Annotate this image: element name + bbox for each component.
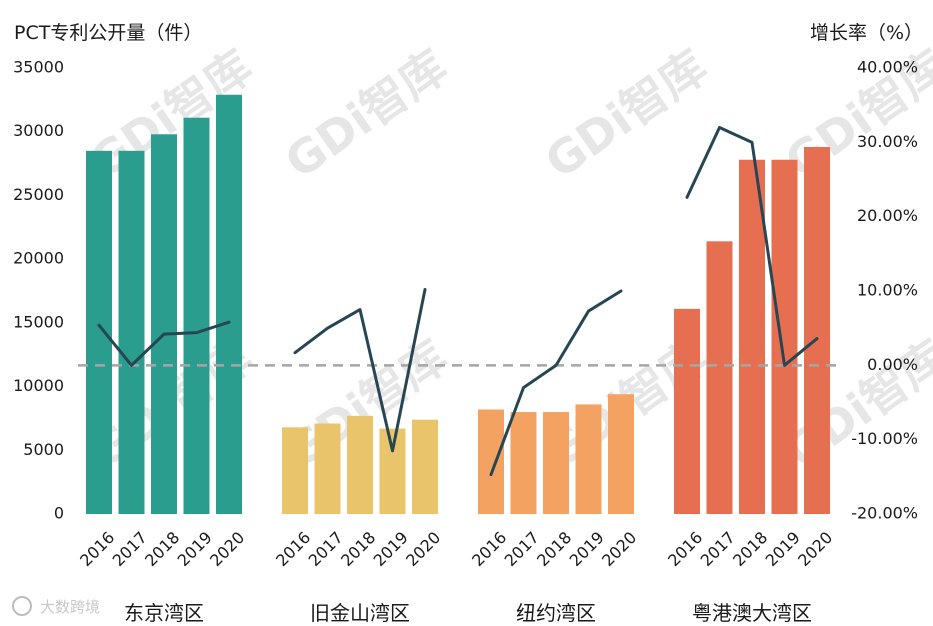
bar [183,117,210,514]
x-tick-label: 2018 [533,528,575,570]
left-axis-title: PCT专利公开量（件） [14,22,203,44]
bar [118,150,145,515]
source-badge: 大数跨境 [12,596,100,616]
left-axis-tick-label: 20000 [13,249,64,268]
left-axis-tick-label: 25000 [13,185,64,204]
left-axis: 0 5000 10000 15000 20000 25000 30000 35000 [13,58,64,523]
right-axis-tick-label: 40.00% [857,58,918,77]
bar [804,147,830,514]
x-tick-label: 2018 [729,528,771,570]
bar [347,415,373,514]
x-tick-label: 2018 [141,528,183,570]
right-axis-tick-label: -10.00% [851,429,918,448]
group-label: 旧金山湾区 [310,601,410,625]
bar [478,409,504,514]
bar [739,159,765,514]
bars-layer [86,94,830,515]
left-axis-tick-label: 35000 [13,58,64,77]
bar [151,134,177,514]
growth-line [293,288,427,453]
x-tick-label: 2016 [664,528,706,570]
bar [216,94,242,514]
x-tick-label: 2018 [337,528,379,570]
x-tick-label: 2017 [109,528,151,570]
bar [86,150,112,515]
group-label: 粤港澳大湾区 [692,601,812,625]
source-badge-text: 大数跨境 [40,598,100,616]
watermark-text: GDi智库 [275,39,456,189]
growth-line [685,125,819,367]
bar [608,394,634,514]
left-axis-tick-label: 5000 [23,440,64,459]
bar [510,412,537,514]
right-axis-tick-label: 10.00% [857,281,918,300]
x-tick-label: 2016 [272,528,314,570]
left-axis-tick-label: 10000 [13,376,64,395]
right-axis-title: 增长率（%） [809,22,923,44]
group-label: 纽约湾区 [516,601,596,625]
bar [771,159,798,514]
x-tick-label: 2019 [762,528,804,570]
watermark-text: GDi智库 [535,39,716,189]
left-axis-tick-label: 15000 [13,312,64,331]
badge-logo-icon [12,596,32,616]
x-tick-label: 2019 [174,528,216,570]
growth-lines-layer [97,125,819,477]
x-tick-label: 2017 [305,528,347,570]
x-tick-label: 2020 [794,528,836,570]
right-axis-tick-label: 20.00% [857,206,918,225]
bar [314,423,341,514]
left-axis-tick-label: 0 [54,504,64,523]
bar [412,419,438,514]
left-axis-tick-label: 30000 [13,121,64,140]
x-tick-label: 2020 [598,528,640,570]
x-tick-label: 2016 [76,528,118,570]
growth-line [489,289,623,477]
bar [282,427,308,514]
x-tick-label: 2019 [566,528,608,570]
group-labels: 东京湾区 旧金山湾区 纽约湾区 粤港澳大湾区 [124,601,812,625]
bar [379,428,406,514]
bar [543,412,569,514]
x-tick-label: 2017 [501,528,543,570]
right-axis-tick-label: -20.00% [851,504,918,523]
x-tick-label: 2016 [468,528,510,570]
growth-line [97,320,231,367]
bar [575,404,602,514]
x-tick-label: 2020 [402,528,444,570]
bar [674,308,700,514]
group-label: 东京湾区 [124,601,204,625]
right-axis-tick-label: 0.00% [867,355,918,374]
x-tick-label: 2017 [697,528,739,570]
right-axis: -20.00% -10.00% 0.00% 10.00% 20.00% 30.00% 40.… [851,58,918,523]
bar [706,241,733,514]
x-tick-label: 2020 [206,528,248,570]
x-tick-label: 2019 [370,528,412,570]
right-axis-tick-label: 30.00% [857,132,918,151]
